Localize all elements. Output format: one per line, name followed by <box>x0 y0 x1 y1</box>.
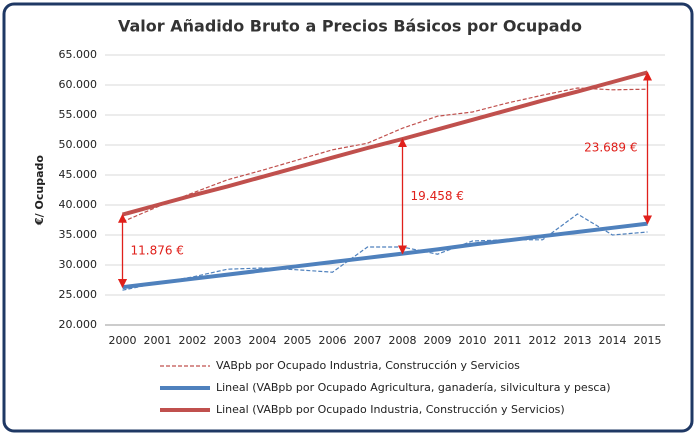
legend-label: Lineal (VABpb por Ocupado Agricultura, g… <box>216 381 611 394</box>
x-tick-label: 2004 <box>249 334 277 347</box>
x-tick-label: 2013 <box>564 334 592 347</box>
y-axis-label: €/ Ocupado <box>33 155 46 226</box>
legend-label: Lineal (VABpb por Ocupado Industria, Con… <box>216 403 565 416</box>
x-tick-label: 2009 <box>424 334 452 347</box>
series-line <box>121 70 649 217</box>
series-line <box>122 221 648 290</box>
x-tick-label: 2002 <box>179 334 207 347</box>
y-tick-label: 50.000 <box>59 138 98 151</box>
annotation-label: 23.689 € <box>584 141 637 155</box>
x-tick-label: 2012 <box>529 334 557 347</box>
legend-label: VABpb por Ocupado Industria, Construcció… <box>216 359 520 372</box>
chart-title: Valor Añadido Bruto a Precios Básicos po… <box>118 17 582 36</box>
x-tick-label: 2015 <box>634 334 662 347</box>
x-tick-label: 2005 <box>284 334 312 347</box>
x-tick-label: 2003 <box>214 334 242 347</box>
x-tick-label: 2014 <box>599 334 627 347</box>
x-tick-label: 2008 <box>389 334 417 347</box>
annotation-label: 19.458 € <box>411 189 464 203</box>
annotation-label: 11.876 € <box>131 243 184 257</box>
x-tick-label: 2011 <box>494 334 522 347</box>
x-tick-label: 2010 <box>459 334 487 347</box>
series-line <box>122 87 648 223</box>
y-tick-label: 65.000 <box>59 48 98 61</box>
x-tick-label: 2006 <box>319 334 347 347</box>
y-tick-label: 60.000 <box>59 78 98 91</box>
series-line <box>122 213 648 291</box>
x-tick-label: 2007 <box>354 334 382 347</box>
y-tick-label: 30.000 <box>59 258 98 271</box>
y-tick-label: 45.000 <box>59 168 98 181</box>
y-tick-label: 20.000 <box>59 318 98 331</box>
y-tick-label: 40.000 <box>59 198 98 211</box>
x-tick-label: 2001 <box>144 334 172 347</box>
y-tick-label: 55.000 <box>59 108 98 121</box>
y-tick-label: 35.000 <box>59 228 98 241</box>
y-tick-label: 25.000 <box>59 288 98 301</box>
x-tick-label: 2000 <box>109 334 137 347</box>
